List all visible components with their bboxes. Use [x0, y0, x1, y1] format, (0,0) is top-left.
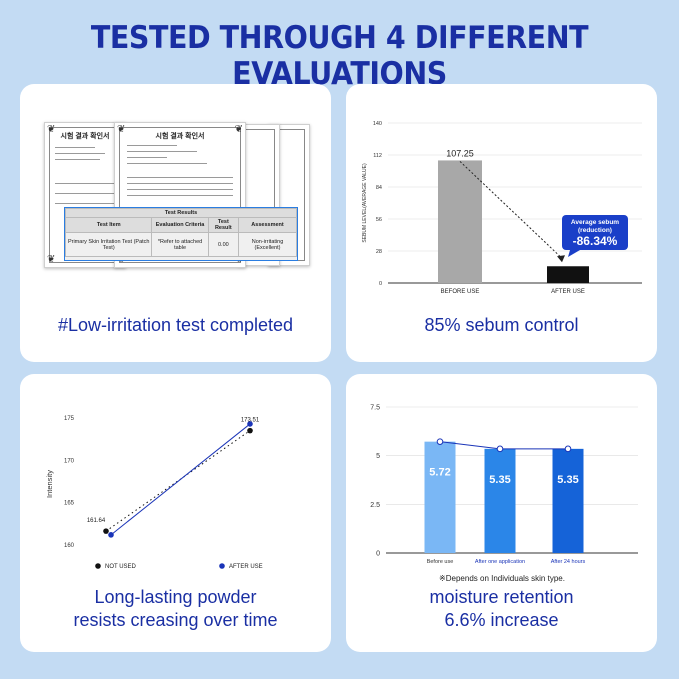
bar — [484, 448, 516, 553]
bar — [424, 441, 456, 553]
moisture-caption-line1: moisture retention — [429, 587, 574, 607]
point-label: 173.51 — [241, 418, 260, 424]
irritation-test-card: 시험 결과 확인서 ❦ ❦ ❦ ❦ ❦ ❦ 시험 결과 확인서 Test Res… — [20, 84, 331, 362]
y-axis-label: SEBUM LEVEL(AVERAGE VALUE) — [362, 163, 368, 243]
moisture-chart: 0 2.5 5 7.5 5.72 Before use 5.35 After one appl… — [370, 405, 638, 583]
y-tick-label: 170 — [64, 458, 75, 464]
data-point — [108, 532, 114, 538]
legend-marker — [95, 563, 101, 569]
ornament-icon: ❦ — [234, 124, 243, 135]
page-title: TESTED THROUGH 4 DIFFERENT EVALUATIONS — [90, 20, 589, 92]
y-tick-label: 140 — [373, 121, 382, 127]
y-tick-label: 0 — [379, 281, 382, 287]
trend-arrow — [459, 161, 563, 259]
cell-test-item: Primary Skin Irritation Test (Patch Test… — [64, 232, 153, 257]
data-label: 5.35 — [557, 474, 578, 486]
y-tick-label: 112 — [373, 153, 382, 159]
legend-marker — [219, 563, 225, 569]
ornament-icon: ❦ — [47, 124, 56, 135]
callout-pointer — [568, 250, 580, 257]
data-label: 5.35 — [489, 474, 510, 486]
data-label: 5.72 — [429, 467, 450, 479]
point-label: 161.64 — [87, 518, 106, 524]
col-assessment: Assessment — [238, 217, 297, 233]
y-tick-label: 7.5 — [370, 405, 380, 412]
irritation-caption: #Low-irritation test completed — [57, 315, 294, 335]
sebum-caption: 85% sebum control — [424, 315, 579, 335]
callout-value: -86.34% — [573, 234, 618, 248]
moisture-card: 0 2.5 5 7.5 5.72 Before use 5.35 After one appl… — [346, 374, 657, 652]
sebum-card: 0 28 56 84 112 140 SEBUM LEVEL(AVERAGE VALUE) B… — [346, 84, 657, 362]
sebum-chart: 0 28 56 84 112 140 SEBUM LEVEL(AVERAGE VALUE) B… — [362, 121, 642, 295]
y-tick-label: 175 — [64, 416, 75, 422]
arrow-head-icon — [557, 255, 565, 263]
cell-assessment: Non-irritating (Excellent) — [238, 232, 297, 257]
callout-line2: (reduction) — [578, 227, 612, 234]
col-evaluation-criteria: Evaluation Criteria — [151, 217, 209, 233]
data-point — [247, 421, 253, 427]
data-label: 14.65 — [556, 256, 580, 267]
certificate-title: 시험 결과 확인서 — [60, 133, 110, 140]
footnote: ※Depends on Individuals skin type. — [439, 574, 565, 583]
cell-criteria: *Refer to attached table — [151, 232, 209, 257]
ornament-icon: ❦ — [47, 254, 56, 265]
cell-result: 0.00 — [207, 232, 240, 257]
certificate-title: 시험 결과 확인서 — [155, 133, 205, 140]
powder-chart: 160 165 170 175 Intensity 161.64 173.51 NOT USE… — [45, 416, 263, 570]
trend-point — [436, 438, 444, 445]
x-tick-label: AFTER USE — [551, 289, 585, 295]
powder-caption-line2: resists creasing over time — [73, 610, 278, 630]
y-tick-label: 5 — [376, 453, 380, 460]
y-tick-label: 28 — [376, 249, 382, 255]
data-label: 107.25 — [446, 148, 474, 158]
legend-label: AFTER USE — [229, 564, 263, 570]
col-test-item: Test Item — [64, 217, 153, 233]
powder-card: 160 165 170 175 Intensity 161.64 173.51 NOT USE… — [20, 374, 331, 652]
x-tick-label: After one application — [475, 559, 525, 565]
y-tick-label: 2.5 — [370, 502, 380, 509]
trend-point — [564, 445, 572, 453]
y-tick-label: 0 — [376, 551, 380, 558]
x-tick-label: After 24 hours — [551, 559, 586, 565]
series-line — [110, 423, 251, 536]
data-point — [103, 528, 109, 534]
moisture-caption-line2: 6.6% increase — [444, 610, 559, 630]
trend-line — [439, 441, 568, 450]
y-axis-label: Intensity — [45, 470, 54, 498]
y-tick-label: 84 — [376, 185, 382, 191]
data-point — [247, 427, 253, 434]
y-tick-label: 56 — [376, 217, 382, 223]
legend-label: NOT USED — [105, 564, 137, 570]
ornament-icon: ❦ — [117, 124, 126, 135]
col-test-result: Test Result — [207, 217, 240, 233]
x-tick-label: BEFORE USE — [441, 289, 480, 295]
y-tick-label: 160 — [64, 543, 75, 549]
test-results-table: Test Results Test Item Evaluation Criter… — [64, 207, 298, 261]
callout-line1: Average sebum — [571, 219, 619, 226]
callout-box — [562, 215, 628, 250]
bar — [438, 160, 482, 283]
results-heading: Test Results — [65, 208, 297, 218]
trend-point — [496, 445, 504, 453]
powder-caption-line1: Long-lasting powder — [94, 587, 257, 607]
y-tick-label: 165 — [64, 501, 75, 507]
bar — [552, 448, 584, 553]
x-tick-label: Before use — [427, 559, 454, 565]
bar — [547, 266, 589, 283]
